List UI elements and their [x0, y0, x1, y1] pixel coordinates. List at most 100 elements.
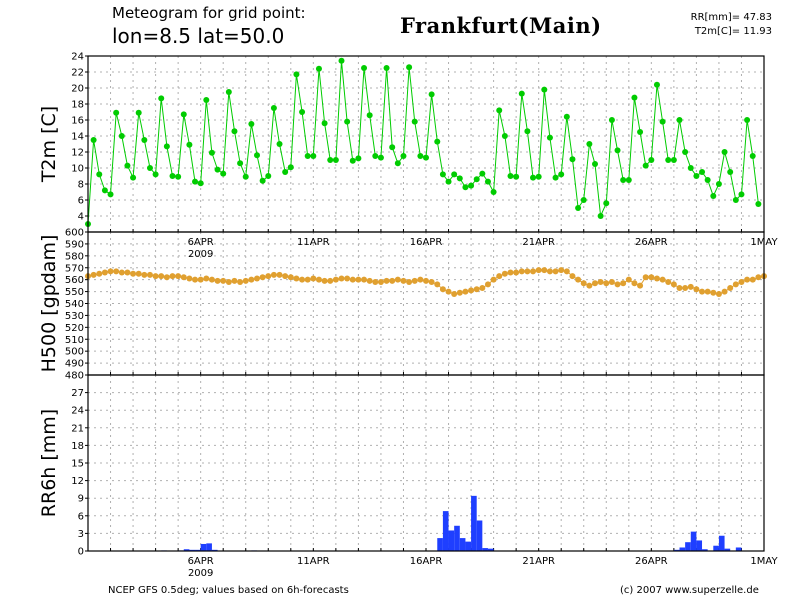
h500-point: [423, 277, 429, 284]
rr6h-bar: [442, 511, 449, 551]
x-tick-label: 26APR: [635, 237, 668, 248]
rr6h-bar: [724, 548, 731, 551]
rr6h-bar: [471, 495, 477, 551]
t2m-point: [608, 117, 615, 123]
t2m-point: [315, 65, 322, 72]
t2m-point: [451, 171, 458, 178]
h500-point: [225, 279, 232, 286]
t2m-point: [569, 156, 576, 163]
t2m-point: [462, 184, 469, 191]
y-tick-label: 510: [65, 335, 84, 346]
t2m-point: [552, 174, 559, 181]
h500-point: [603, 280, 610, 287]
x-tick-label: 21APR: [522, 556, 555, 567]
h500-point: [152, 273, 159, 280]
h500-point: [265, 273, 272, 280]
t2m-point: [394, 160, 401, 167]
h500-point: [484, 281, 491, 288]
t2m-point: [118, 133, 125, 139]
t2m-point: [417, 153, 424, 159]
rr6h-bar: [482, 548, 488, 551]
h500-point: [220, 277, 227, 284]
rr6h-bar: [476, 520, 483, 551]
y-tick-label: 550: [65, 287, 84, 298]
t2m-point: [107, 191, 114, 198]
t2m-point: [687, 165, 694, 171]
h500-point: [670, 281, 677, 288]
h500-point: [586, 282, 593, 289]
t2m-point: [332, 157, 339, 163]
h500-point: [732, 281, 739, 288]
y-tick-label: 16: [71, 116, 84, 127]
t2m-point: [270, 105, 277, 111]
h500-point: [389, 277, 396, 284]
t2m-point: [434, 138, 441, 145]
data-layer: [85, 57, 767, 551]
t2m-point: [406, 64, 413, 71]
y-tick-label: 27: [71, 388, 84, 399]
h500-point: [541, 267, 548, 274]
y-tick-label: 20: [71, 84, 84, 95]
h500-point: [727, 285, 734, 292]
t2m-point: [580, 197, 587, 203]
t2m-point: [738, 191, 745, 198]
t2m-point: [321, 120, 328, 127]
y-tick-label: 0: [78, 547, 84, 558]
h500-point: [349, 276, 356, 283]
t2m-point: [721, 149, 728, 155]
t2m-point: [732, 197, 739, 203]
h500-point: [552, 268, 559, 275]
t2m-point: [648, 157, 655, 163]
h500-point: [90, 271, 97, 278]
t2m-point: [524, 128, 531, 135]
meteogram-title: Meteogram for grid point:: [112, 4, 306, 22]
t2m-point: [377, 154, 384, 161]
t2m-point: [749, 153, 756, 159]
t2m-point: [592, 161, 598, 167]
t2m-point: [625, 177, 632, 183]
t2m-point: [563, 113, 570, 120]
h500-point: [141, 271, 148, 278]
h500-point: [530, 268, 537, 275]
t2m-point: [670, 157, 677, 163]
h500-point: [400, 277, 407, 284]
rr6h-bar: [718, 535, 725, 551]
h500-point: [321, 277, 328, 284]
h500-point: [355, 276, 362, 283]
h500-point: [721, 288, 728, 295]
t2m-point: [513, 173, 520, 180]
h500-point: [676, 285, 683, 292]
t2m-point: [175, 173, 182, 180]
h500-point: [118, 269, 125, 276]
h500-point: [749, 276, 756, 283]
y-axis-label: RR6h [mm]: [38, 409, 60, 517]
h500-point: [704, 288, 711, 295]
h500-point: [625, 276, 632, 283]
data-source-note: NCEP GFS 0.5deg; values based on 6h-fore…: [108, 585, 349, 596]
h500-point: [513, 269, 520, 276]
h500-point: [614, 281, 621, 288]
h500-point: [473, 286, 480, 293]
h500-point: [361, 276, 368, 283]
h500-point: [135, 270, 142, 277]
h500-point: [665, 279, 672, 286]
t2m-point: [479, 170, 486, 177]
h500-point: [580, 280, 587, 287]
y-tick-label: 24: [71, 406, 84, 417]
h500-point: [101, 269, 108, 276]
t2m-point: [620, 177, 627, 183]
h500-point: [637, 282, 644, 289]
h500-point: [439, 286, 446, 293]
t2m-point: [383, 65, 390, 71]
t2m-point: [242, 173, 249, 180]
y-tick-label: 18: [71, 441, 84, 452]
h500-point: [327, 277, 334, 284]
h500-point: [96, 270, 103, 277]
t2m-point: [361, 65, 368, 71]
t2m-point: [152, 171, 159, 178]
x-tick-label: 21APR: [522, 237, 555, 248]
y-tick-label: 490: [65, 359, 84, 370]
t2m-point: [355, 155, 362, 162]
